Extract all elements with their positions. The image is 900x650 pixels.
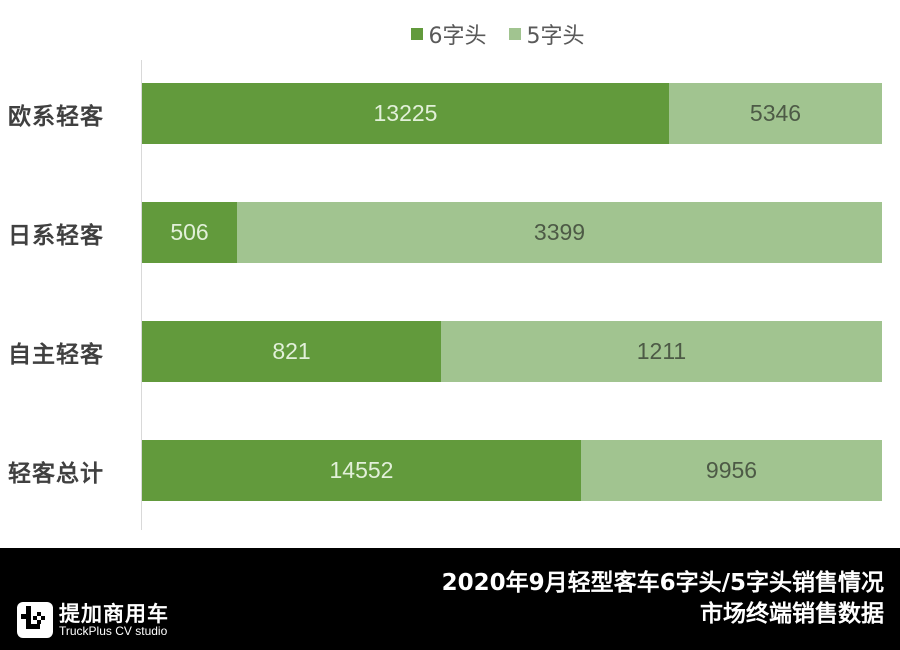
bar-segment-6: 821 — [142, 321, 441, 382]
legend-item-5: 5字头 — [508, 18, 585, 50]
category-label: 日系轻客 — [8, 223, 104, 249]
legend-swatch-light-green — [508, 28, 521, 40]
chart-legend: 6字头 5字头 — [0, 18, 900, 50]
bar-segment-5: 5346 — [669, 83, 882, 144]
category-axis-line — [141, 60, 142, 530]
footer-banner: 提加商用车 TruckPlus CV studio 2020年9月轻型客车6字头… — [0, 548, 900, 650]
category-label: 轻客总计 — [8, 461, 104, 487]
chart-title-line2: 市场终端销售数据 — [700, 601, 884, 627]
bar-segment-5: 3399 — [237, 202, 882, 263]
stacked-bar: 821 1211 — [142, 321, 882, 382]
stacked-bar: 506 3399 — [142, 202, 882, 263]
legend-item-6: 6字头 — [410, 18, 487, 50]
bar-segment-6: 506 — [142, 202, 237, 263]
legend-label: 6字头 — [428, 24, 487, 49]
bar-segment-6: 13225 — [142, 83, 669, 144]
category-label: 自主轻客 — [8, 342, 104, 368]
bar-segment-5: 1211 — [441, 321, 882, 382]
bar-segment-6: 14552 — [142, 440, 581, 501]
chart-title: 2020年9月轻型客车6字头/5字头销售情况 市场终端销售数据 — [442, 568, 884, 630]
brand-name-en: TruckPlus CV studio — [59, 624, 168, 638]
legend-swatch-dark-green — [410, 28, 423, 40]
chart-title-line1: 2020年9月轻型客车6字头/5字头销售情况 — [441, 570, 884, 596]
legend-label: 5字头 — [526, 24, 585, 49]
stacked-bar: 14552 9956 — [142, 440, 882, 501]
stacked-bar: 13225 5346 — [142, 83, 882, 144]
brand-name-cn: 提加商用车 — [59, 602, 169, 626]
bar-segment-5: 9956 — [581, 440, 882, 501]
category-label: 欧系轻客 — [8, 104, 104, 130]
truckplus-logo-icon — [17, 602, 53, 638]
